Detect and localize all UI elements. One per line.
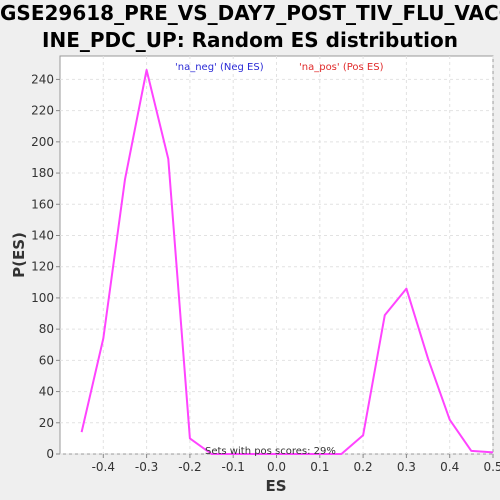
x-tick-label: -0.2 — [178, 460, 201, 474]
x-tick-label: 0.5 — [483, 460, 500, 474]
pos-scores-annotation: Sets with pos scores: 29% — [205, 446, 336, 457]
legend-entry-pos: 'na_pos' (Pos ES) — [299, 62, 384, 73]
y-tick-label: 160 — [31, 197, 54, 211]
y-tick-label: 200 — [31, 135, 54, 149]
x-tick-label: 0.2 — [354, 460, 373, 474]
y-axis-title: P(ES) — [10, 232, 28, 278]
series-line — [80, 69, 494, 455]
chart-title-line-1: GSE29618_PRE_VS_DAY7_POST_TIV_FLU_VACC — [0, 1, 500, 25]
y-tick-label: 20 — [39, 416, 54, 430]
y-tick-label: 80 — [39, 322, 54, 336]
x-tick-label: 0.1 — [310, 460, 329, 474]
x-tick-label: -0.1 — [221, 460, 244, 474]
y-tick-label: 220 — [31, 104, 54, 118]
y-tick-label: 140 — [31, 228, 54, 242]
axes: -0.4 -0.3 -0.2 -0.1 0.0 0.1 0.2 0.3 0.4 0.5 0 20 40 6… — [31, 72, 500, 474]
x-tick-label: 0.0 — [267, 460, 286, 474]
y-tick-label: 120 — [31, 260, 54, 274]
x-tick-label: 0.3 — [397, 460, 416, 474]
legend-entry-neg: 'na_neg' (Neg ES) — [175, 62, 264, 73]
legend: 'na_neg' (Neg ES) 'na_pos' (Pos ES) — [175, 62, 384, 73]
chart-title-line-2: INE_PDC_UP: Random ES distribution — [42, 28, 458, 52]
y-tick-label: 0 — [46, 447, 54, 461]
series-layer — [80, 69, 494, 455]
chart-title: GSE29618_PRE_VS_DAY7_POST_TIV_FLU_VACC I… — [0, 0, 500, 54]
y-tick-label: 100 — [31, 291, 54, 305]
x-axis-title: ES — [265, 477, 286, 495]
y-tick-label: 240 — [31, 72, 54, 86]
x-tick-label: -0.4 — [92, 460, 115, 474]
y-tick-label: 40 — [39, 385, 54, 399]
x-tick-label: 0.4 — [440, 460, 459, 474]
x-tick-label: -0.3 — [135, 460, 158, 474]
y-tick-label: 60 — [39, 353, 54, 367]
y-tick-label: 180 — [31, 166, 54, 180]
